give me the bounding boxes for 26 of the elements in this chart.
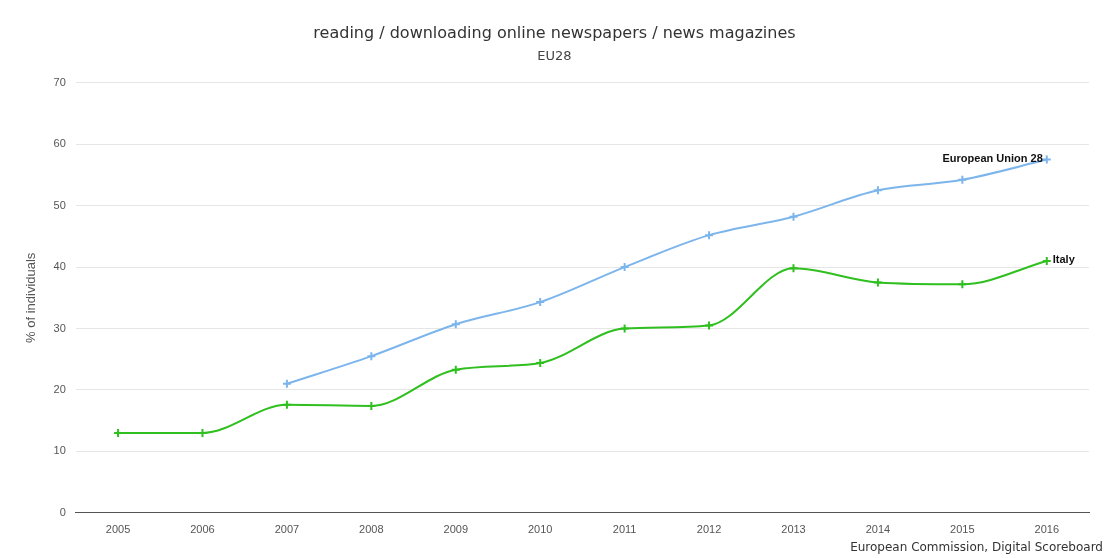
y-axis-title: % of individuals — [23, 252, 39, 343]
x-tick-label: 2007 — [274, 523, 300, 536]
y-tick-label: 10 — [53, 444, 66, 457]
y-tick-label: 60 — [53, 137, 66, 150]
text: European Commission, Digital Scoreboard — [850, 540, 1103, 554]
x-tick-label: 2016 — [1034, 523, 1060, 536]
chart-title: reading / downloading online newspapers / news magazines — [313, 22, 796, 42]
y-tick-label: 50 — [53, 198, 66, 211]
x-tick-label: 2009 — [443, 523, 469, 536]
x-tick-label: 2015 — [950, 523, 975, 536]
x-tick-label: 2006 — [190, 523, 215, 536]
y-tick-label: 0 — [59, 505, 66, 518]
x-tick-label: 2005 — [105, 523, 131, 536]
x-tick-label: 2013 — [781, 523, 806, 536]
series-label: Italy — [1052, 252, 1076, 265]
y-tick-label: 30 — [53, 321, 66, 334]
x-tick-label: 2014 — [865, 523, 891, 536]
x-tick-label: 2010 — [527, 523, 553, 536]
series-label: European Union 28 — [942, 151, 1043, 164]
x-tick-label: 2012 — [696, 523, 722, 536]
x-tick-label: 2008 — [359, 523, 384, 536]
chart-subtitle: EU28 — [537, 48, 572, 64]
x-tick-label: 2011 — [612, 523, 637, 536]
y-tick-label: 40 — [53, 260, 66, 273]
y-tick-label: 20 — [53, 382, 66, 395]
y-tick-label: 70 — [53, 75, 66, 88]
